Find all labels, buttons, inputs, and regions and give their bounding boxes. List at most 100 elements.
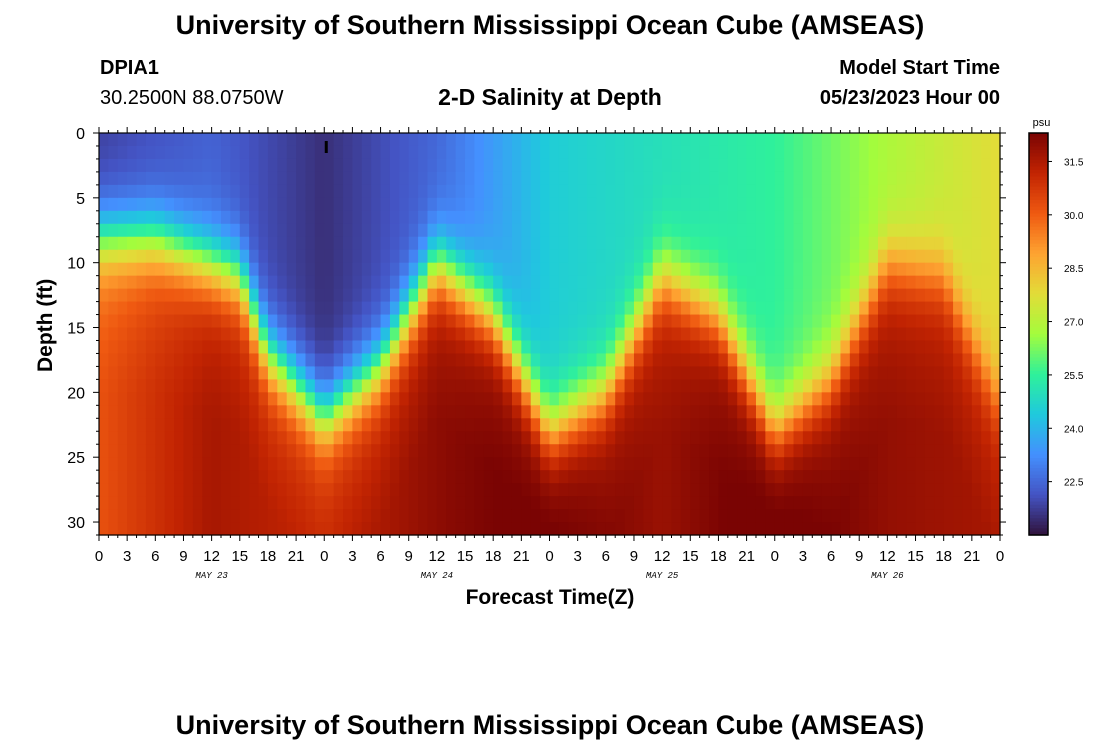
- heatmap-cell: [934, 171, 945, 186]
- heatmap-cell: [305, 366, 316, 380]
- heatmap-cell: [849, 496, 860, 510]
- heatmap-cell: [680, 262, 691, 277]
- x-tick-label: 12: [203, 548, 220, 565]
- heatmap-cell: [924, 353, 935, 368]
- heatmap-cell: [296, 197, 307, 212]
- heatmap-cell: [549, 197, 560, 212]
- heatmap-cell: [483, 288, 494, 303]
- heatmap-cell: [849, 223, 860, 238]
- heatmap-cell: [887, 184, 898, 199]
- heatmap-cell: [230, 353, 241, 368]
- heatmap-cell: [296, 158, 307, 173]
- heatmap-cell: [108, 184, 119, 199]
- heatmap-cell: [455, 145, 466, 160]
- heatmap-cell: [230, 327, 241, 342]
- heatmap-cell: [540, 418, 551, 432]
- heatmap-cell: [436, 249, 447, 264]
- heatmap-cell: [174, 210, 185, 225]
- heatmap-cell: [587, 249, 598, 264]
- heatmap-cell: [577, 288, 588, 303]
- heatmap-cell: [474, 184, 485, 199]
- heatmap-cell: [793, 457, 804, 471]
- heatmap-cell: [868, 509, 879, 523]
- heatmap-cell: [981, 470, 992, 484]
- heatmap-cell: [568, 223, 579, 238]
- heatmap-cell: [211, 301, 222, 316]
- heatmap-cell: [755, 236, 766, 251]
- heatmap-cell: [746, 210, 757, 225]
- heatmap-cell: [399, 145, 410, 160]
- heatmap-cell: [474, 275, 485, 290]
- heatmap-cell: [915, 496, 926, 510]
- heatmap-cell: [793, 379, 804, 393]
- heatmap-cell: [286, 418, 297, 432]
- heatmap-cell: [943, 171, 954, 186]
- heatmap-cell: [896, 301, 907, 316]
- heatmap-cell: [587, 327, 598, 342]
- heatmap-cell: [877, 249, 888, 264]
- heatmap-cell: [896, 444, 907, 458]
- heatmap-cell: [239, 457, 250, 471]
- heatmap-cell: [99, 509, 109, 523]
- heatmap-cell: [624, 405, 635, 419]
- heatmap-cell: [333, 171, 344, 186]
- heatmap-cell: [127, 509, 138, 523]
- heatmap-cell: [211, 197, 222, 212]
- heatmap-cell: [962, 470, 973, 484]
- heatmap-cell: [990, 158, 1001, 173]
- heatmap-cell: [643, 133, 654, 147]
- heatmap-cell: [493, 158, 504, 173]
- heatmap-cell: [286, 509, 297, 523]
- heatmap-cell: [680, 340, 691, 355]
- heatmap-cell: [540, 522, 551, 536]
- heatmap-cell: [465, 275, 476, 290]
- colorbar-segment: [1029, 139, 1048, 144]
- page-title: University of Southern Mississippi Ocean…: [175, 10, 925, 40]
- heatmap-cell: [192, 340, 203, 355]
- heatmap-cell: [493, 184, 504, 199]
- heatmap-cell: [483, 236, 494, 251]
- heatmap-cell: [389, 262, 400, 277]
- heatmap-cell: [343, 392, 354, 406]
- heatmap-cell: [887, 314, 898, 329]
- heatmap-cell: [145, 275, 156, 290]
- heatmap-cell: [343, 405, 354, 419]
- heatmap-cell: [915, 353, 926, 368]
- heatmap-cell: [558, 301, 569, 316]
- heatmap-cell: [906, 171, 917, 186]
- heatmap-cell: [267, 509, 278, 523]
- heatmap-cell: [812, 314, 823, 329]
- heatmap-cell: [343, 171, 354, 186]
- heatmap-cell: [145, 509, 156, 523]
- heatmap-cell: [662, 262, 673, 277]
- heatmap-cell: [296, 340, 307, 355]
- heatmap-cell: [633, 340, 644, 355]
- heatmap-cell: [352, 366, 363, 380]
- heatmap-cell: [784, 210, 795, 225]
- heatmap-cell: [361, 509, 372, 523]
- heatmap-cell: [784, 379, 795, 393]
- heatmap-cell: [746, 496, 757, 510]
- heatmap-cell: [108, 379, 119, 393]
- heatmap-cell: [924, 210, 935, 225]
- heatmap-cell: [690, 210, 701, 225]
- colorbar-segment: [1029, 364, 1048, 369]
- heatmap-cell: [802, 496, 813, 510]
- heatmap-cell: [953, 236, 964, 251]
- heatmap-cell: [877, 405, 888, 419]
- heatmap-cell: [887, 405, 898, 419]
- heatmap-cell: [971, 418, 982, 432]
- heatmap-cell: [418, 457, 429, 471]
- heatmap-cell: [521, 145, 532, 160]
- heatmap-cell: [755, 483, 766, 497]
- heatmap-cell: [455, 496, 466, 510]
- heatmap-cell: [380, 457, 391, 471]
- heatmap-cell: [314, 509, 325, 523]
- heatmap-cell: [202, 171, 213, 186]
- heatmap-cell: [943, 340, 954, 355]
- heatmap-cell: [755, 405, 766, 419]
- colorbar-tick-label: 30.0: [1064, 211, 1084, 222]
- colorbar-segment: [1029, 200, 1048, 204]
- heatmap-cell: [709, 509, 720, 523]
- heatmap-cell: [680, 327, 691, 342]
